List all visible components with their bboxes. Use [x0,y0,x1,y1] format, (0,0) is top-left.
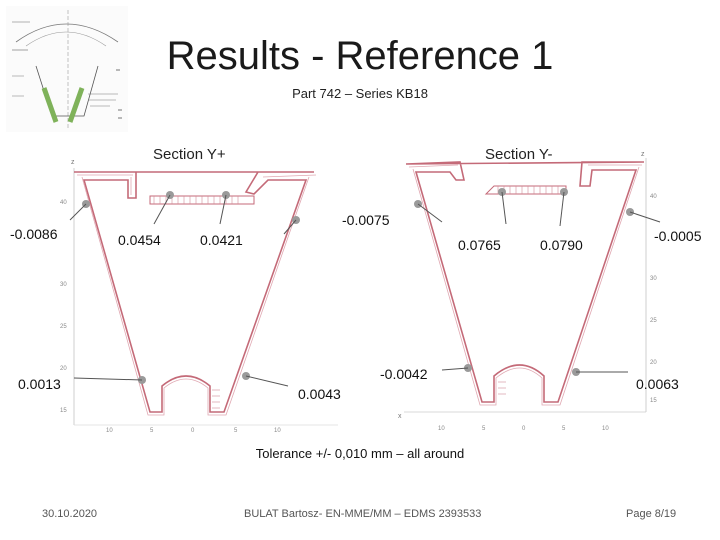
right-xtick: 10 [602,426,609,432]
reference-drawing-thumbnail [6,6,128,132]
left-profile-outline [74,171,314,413]
right-profile-outline [405,161,645,403]
footer-page-number: Page 8/19 [626,508,677,520]
measurement-value: -0.0005 [654,228,702,244]
left-ytick: 40 [60,200,67,206]
measurement-value: 0.0013 [18,376,61,392]
section-y-plus-plot: z 40 30 25 20 15 10 5 0 5 10 [60,159,338,434]
left-ytick: 25 [60,324,67,330]
measurement-value: -0.0042 [380,366,428,382]
measurement-value: 0.0454 [118,232,161,248]
measurement-value: 0.0063 [636,376,679,392]
right-ytick: 20 [650,360,657,366]
measurement-value: 0.0421 [200,232,243,248]
measurement-value: 0.0790 [540,237,583,253]
right-xtick: 5 [562,426,566,432]
slide-title: Results - Reference 1 [166,34,554,78]
right-axis-x-label: x [398,413,402,420]
footer-author: BULAT Bartosz- EN-MME/MM – EDMS 2393533 [244,508,482,520]
measurement-value: -0.0075 [342,212,390,228]
left-xtick: 5 [234,428,238,434]
measurement-value: 0.0043 [298,386,341,402]
left-ytick: 15 [60,408,67,414]
left-xtick: 5 [150,428,154,434]
left-ytick: 30 [60,282,67,288]
left-xtick: 10 [274,428,281,434]
footer-date: 30.10.2020 [42,508,98,520]
right-xtick: 5 [482,426,486,432]
left-ytick: 20 [60,366,67,372]
left-axis-z-label: z [71,159,75,166]
right-ytick: 25 [650,318,657,324]
measurement-value: -0.0086 [10,226,58,242]
section-y-minus-plot: z x 40 30 25 20 15 10 5 0 5 10 [398,151,661,432]
section-y-plus-label: Section Y+ [153,146,226,163]
right-ytick: 30 [650,276,657,282]
tolerance-note: Tolerance +/- 0,010 mm – all around [255,446,465,461]
right-xtick: 0 [522,426,526,432]
right-ytick: 15 [650,398,657,404]
right-ytick: 40 [650,194,657,200]
right-xtick: 10 [438,426,445,432]
right-axis-z-label: z [641,151,645,158]
section-y-minus-label: Section Y- [485,146,553,163]
left-xtick: 0 [191,428,195,434]
left-xtick: 10 [106,428,113,434]
slide-subtitle: Part 742 – Series KB18 [292,86,428,101]
measurement-value: 0.0765 [458,237,501,253]
